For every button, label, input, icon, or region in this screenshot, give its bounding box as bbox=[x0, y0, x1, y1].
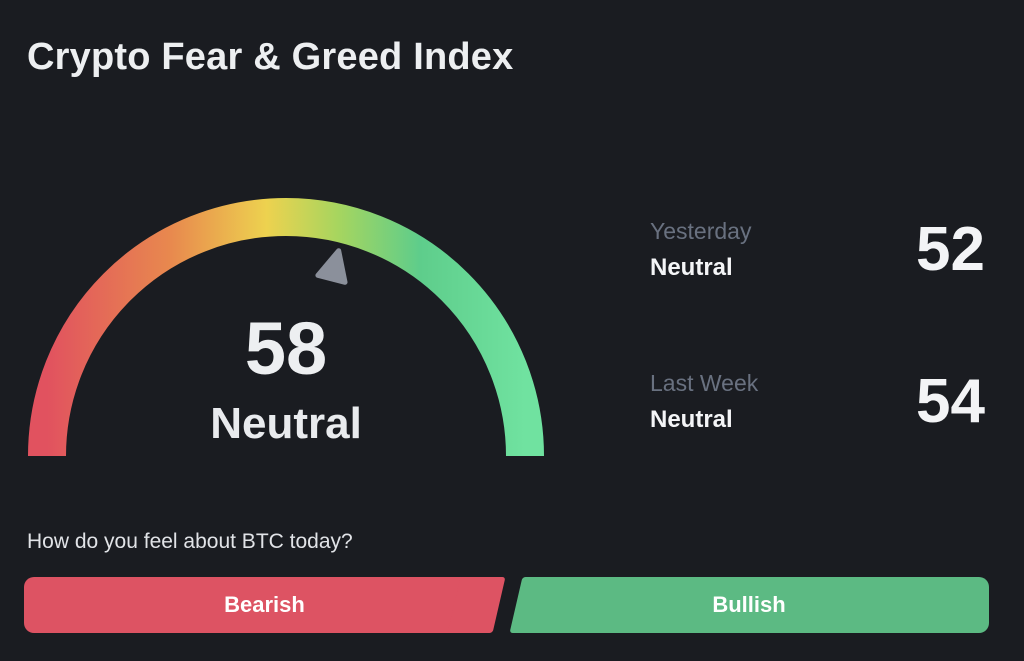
gauge-arc bbox=[28, 198, 544, 457]
stat-texts: Yesterday Neutral bbox=[650, 218, 751, 282]
history-stats: Yesterday Neutral 52 Last Week Neutral 5… bbox=[650, 218, 985, 434]
gauge-gradient-arc bbox=[28, 198, 544, 457]
vote-buttons: Bearish Bullish bbox=[0, 577, 1024, 633]
page-title: Crypto Fear & Greed Index bbox=[27, 36, 514, 78]
bearish-button-shape bbox=[24, 577, 479, 633]
sentiment-question: How do you feel about BTC today? bbox=[27, 530, 353, 553]
bearish-button-label: Bearish bbox=[224, 592, 305, 617]
stat-value: 54 bbox=[916, 367, 985, 436]
bullish-button-shape bbox=[549, 577, 989, 633]
stat-row-yesterday: Yesterday Neutral 52 bbox=[650, 218, 985, 282]
stat-classification: Neutral bbox=[650, 254, 733, 281]
stat-label: Last Week bbox=[650, 370, 759, 396]
gauge-pointer-icon bbox=[315, 248, 348, 285]
stat-row-last-week: Last Week Neutral 54 bbox=[650, 370, 985, 434]
gauge-classification: Neutral bbox=[210, 399, 362, 448]
bullish-button[interactable]: Bullish bbox=[509, 577, 989, 633]
stat-texts: Last Week Neutral bbox=[650, 370, 758, 434]
gauge-value: 58 bbox=[244, 307, 328, 390]
bearish-button[interactable]: Bearish bbox=[24, 577, 505, 633]
stat-label: Yesterday bbox=[650, 218, 752, 244]
bullish-button-label: Bullish bbox=[712, 592, 786, 617]
stat-classification: Neutral bbox=[650, 406, 733, 433]
stat-value: 52 bbox=[916, 215, 985, 284]
